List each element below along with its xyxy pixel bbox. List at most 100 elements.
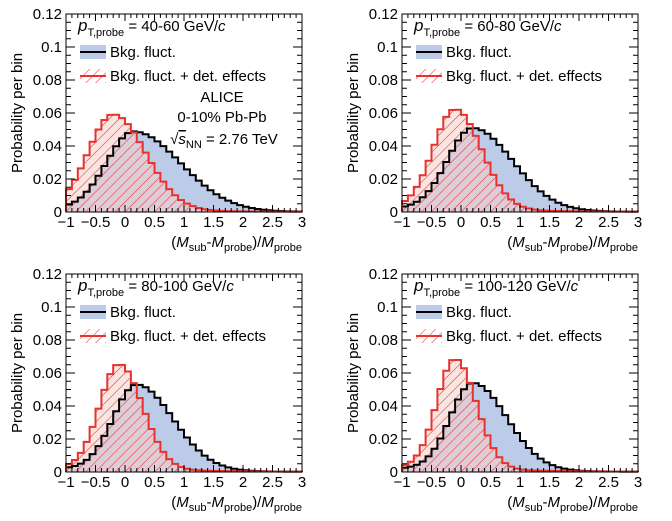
x-tick-label: −0.5 [81,474,111,491]
x-title-part: - [543,494,548,511]
y-tick-label: 0.04 [369,398,398,415]
y-tick-label: 0.06 [369,365,398,382]
x-title-part: )/ [252,494,262,511]
energy-label: √sNN = 2.76 TeV [170,131,278,151]
histogram-panel-60-80: −1 −0.5 0 0.5 1 1.5 2 2.5 3 0 0.02 0.04 0.06 0.08 0.1 0… [336,0,672,260]
x-tick-label: 2 [575,474,583,491]
x-tick-label: 0 [121,214,129,231]
x-tick-label: 1.5 [539,474,560,491]
pt-range-value: = 100-120 [460,278,536,295]
x-title-part: ( [507,494,512,511]
legend-label-det: Bkg. fluct. + det. effects [446,68,602,85]
x-tick-label: 0.5 [480,214,501,231]
x-axis-title: (Msub-Mprobe)/Mprobe [171,234,302,254]
x-tick-label: 2.5 [262,214,283,231]
x-title-part: M [597,234,610,251]
pt-range-value: = 80-100 [124,278,192,295]
pt-symbol: p [413,276,423,295]
histogram-svg: −1 −0.5 0 0.5 1 1.5 2 2.5 3 0 0.02 0.04 0.06 0.08 0.1 0… [345,6,642,254]
y-tick-label: 0.08 [369,332,398,349]
x-title-part: )/ [588,494,598,511]
x-tick-label: 3 [634,474,642,491]
y-tick-label: 0.06 [369,105,398,122]
y-tick-label: 0.1 [41,299,62,316]
x-title-sub: sub [189,502,207,514]
x-tick-label: 3 [634,214,642,231]
x-tick-label: 1.5 [539,214,560,231]
x-title-sub: probe [560,502,588,514]
pt-subscript: T,probe [87,27,124,39]
y-tick-label: 0.1 [41,39,62,56]
x-axis-title: (Msub-Mprobe)/Mprobe [507,494,638,514]
pt-subscript: T,probe [423,287,460,299]
pt-units: GeV/ [520,18,555,35]
x-tick-label: 2.5 [598,474,619,491]
pt-subscript: T,probe [423,27,460,39]
y-tick-label: 0.12 [369,6,398,23]
pt-units: GeV/ [192,278,227,295]
x-title-sub: probe [274,502,302,514]
x-title-part: M [261,234,274,251]
legend-label-bkg: Bkg. fluct. [446,304,512,321]
pt-symbol: p [77,16,87,35]
x-tick-label: 3 [298,474,306,491]
y-tick-label: 0.12 [33,266,62,283]
x-title-part: ( [171,234,176,251]
y-tick-label: 0.08 [33,72,62,89]
x-tick-label: 2 [239,474,247,491]
legend-label-bkg: Bkg. fluct. [446,44,512,61]
x-title-sub: probe [610,502,638,514]
y-tick-label: 0 [390,204,398,221]
y-axis-title: Probability per bin [345,313,362,433]
x-title-part: - [207,494,212,511]
pt-symbol: p [413,16,423,35]
x-tick-label: −1 [57,214,74,231]
legend-label-det: Bkg. fluct. + det. effects [110,68,266,85]
x-axis-title: (Msub-Mprobe)/Mprobe [171,494,302,514]
x-title-sub: probe [224,242,252,254]
legend-label-bkg: Bkg. fluct. [110,304,176,321]
x-title-part: M [512,494,525,511]
legend-label-det: Bkg. fluct. + det. effects [446,328,602,345]
pt-units-c: c [571,278,579,295]
x-tick-label: 2.5 [262,474,283,491]
pt-range-label: pT,probe = 80-100 GeV/c [77,276,234,299]
pt-units-c: c [218,18,226,35]
y-tick-label: 0.08 [33,332,62,349]
y-tick-label: 0.04 [33,398,62,415]
pt-units-c: c [554,18,562,35]
x-title-part: M [261,494,274,511]
y-axis-title: Probability per bin [9,313,26,433]
x-title-part: M [176,494,189,511]
energy-s: s [178,131,186,148]
x-title-part: M [212,234,225,251]
x-title-sub: sub [189,242,207,254]
x-tick-label: 2.5 [598,214,619,231]
energy-sub: NN [186,139,202,151]
x-tick-label: −0.5 [417,214,447,231]
x-tick-label: 2 [575,214,583,231]
energy-value: = 2.76 TeV [202,131,278,148]
pt-units-c: c [226,278,234,295]
x-title-sub: sub [525,242,543,254]
y-tick-label: 0.1 [377,39,398,56]
x-title-part: ( [171,494,176,511]
histogram-svg: −1 −0.5 0 0.5 1 1.5 2 2.5 3 0 0.02 0.04 0.06 0.08 0.1 0… [9,6,306,254]
y-tick-label: 0.04 [33,138,62,155]
x-tick-label: −1 [393,214,410,231]
x-tick-label: 1 [516,474,524,491]
experiment-label: ALICE [200,89,243,106]
x-title-part: - [207,234,212,251]
histogram-panel-40-60: −1 −0.5 0 0.5 1 1.5 2 2.5 3 0 0.02 0.04 0.06 0.08 0.1 0… [0,0,336,260]
x-tick-label: 0.5 [144,214,165,231]
y-tick-label: 0.02 [33,431,62,448]
y-tick-label: 0.02 [369,431,398,448]
x-title-part: )/ [252,234,262,251]
x-title-part: M [176,234,189,251]
histogram-svg: −1 −0.5 0 0.5 1 1.5 2 2.5 3 0 0.02 0.04 0.06 0.08 0.1 0… [9,266,306,514]
x-tick-label: −0.5 [81,214,111,231]
x-title-sub: sub [525,502,543,514]
y-tick-label: 0.02 [369,171,398,188]
x-title-part: M [548,494,561,511]
x-title-part: M [597,494,610,511]
